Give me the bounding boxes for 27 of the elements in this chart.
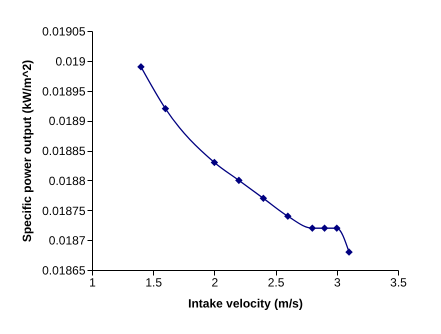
point: [235, 176, 243, 184]
y-tick-label: 0.0188: [48, 174, 86, 188]
x-tick-label: 1: [89, 276, 96, 290]
y-tick-label: 0.019: [55, 54, 86, 68]
point: [260, 194, 268, 202]
point: [162, 104, 170, 112]
x-axis-title: Intake velocity (m/s): [188, 296, 303, 310]
x-tick-label: 2.5: [268, 276, 285, 290]
y-tick-label: 0.01875: [42, 204, 86, 218]
y-tick-label: 0.01895: [42, 84, 86, 98]
x-tick-label: 1.5: [145, 276, 162, 290]
y-tick-label: 0.0189: [48, 114, 86, 128]
y-tick-label: 0.01865: [42, 264, 86, 278]
point: [320, 224, 328, 232]
point: [284, 212, 292, 220]
point: [308, 224, 316, 232]
y-axis-title: Specific power output (kW/m^2): [20, 60, 34, 242]
x-tick-label: 2: [212, 276, 219, 290]
y-tick-label: 0.01905: [42, 24, 86, 38]
y-tick-label: 0.0187: [48, 234, 86, 248]
x-tick-label: 3: [334, 276, 341, 290]
y-tick-label: 0.01885: [42, 144, 86, 158]
point: [210, 158, 218, 166]
point: [333, 224, 341, 232]
point: [345, 248, 353, 256]
point: [137, 63, 145, 71]
x-tick-label: 3.5: [390, 276, 408, 290]
